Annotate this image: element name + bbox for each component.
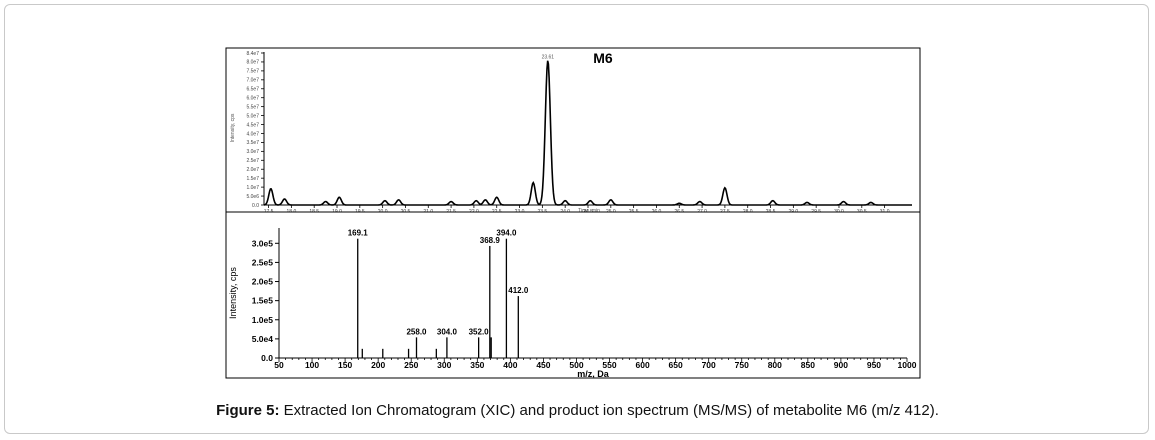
msms-y-tick-label: 5.0e4 <box>252 334 274 344</box>
caption-label: Figure 5: <box>216 402 280 419</box>
xic-y-label: Intensity, cps <box>230 113 236 142</box>
msms-y-ticks: 0.0 5.0e4 1.0e5 1.5e5 2.0e5 2.5e5 3.0e5 <box>252 238 279 363</box>
msms-x-ticks: 50 100 150 200 250 300 350 400 450 500 550 600 650 70… <box>274 358 917 370</box>
msms-bars <box>357 238 519 358</box>
msms-y-tick-label: 2.0e5 <box>252 277 274 287</box>
xic-y-tick-label: 7.5e7 <box>246 69 259 75</box>
msms-x-tick-label: 50 <box>274 360 284 370</box>
xic-y-tick-label: 1.0e7 <box>246 185 259 191</box>
msms-frame <box>225 211 921 379</box>
msms-bar-label: 412.0 <box>508 286 529 295</box>
xic-y-tick-label: 5.0e7 <box>246 113 259 119</box>
msms-x-tick-label: 200 <box>371 360 385 370</box>
msms-x-tick-label: 400 <box>503 360 517 370</box>
msms-y-tick-label: 0.0 <box>261 353 273 363</box>
msms-bar-label: 352.0 <box>469 327 490 336</box>
msms-x-label: m/z, Da <box>577 369 610 379</box>
xic-y-tick-label: 3.5e7 <box>246 140 259 146</box>
figure-svg: 0.0 5.0e6 1.0e7 1.5e7 2.0e7 2.5e7 3.0e7 3.5e7 4.… <box>225 47 921 379</box>
msms-bar-label: 394.0 <box>496 229 517 238</box>
xic-panel: 0.0 5.0e6 1.0e7 1.5e7 2.0e7 2.5e7 3.0e7 3.5e7 4.… <box>225 47 921 215</box>
xic-y-tick-label: 6.0e7 <box>246 96 259 102</box>
xic-y-tick-label: 6.5e7 <box>246 87 259 93</box>
msms-y-tick-label: 2.5e5 <box>252 257 274 267</box>
msms-x-tick-label: 950 <box>867 360 881 370</box>
xic-x-label: Time, min <box>578 208 600 214</box>
msms-x-tick-label: 800 <box>768 360 782 370</box>
msms-x-tick-label: 750 <box>735 360 749 370</box>
xic-title: M6 <box>593 50 613 66</box>
msms-x-tick-label: 300 <box>437 360 451 370</box>
msms-x-tick-label: 550 <box>602 360 616 370</box>
xic-y-tick-label: 1.5e7 <box>246 176 259 182</box>
xic-y-ticks: 0.0 5.0e6 1.0e7 1.5e7 2.0e7 2.5e7 3.0e7 3.5e7 4.… <box>246 51 264 209</box>
msms-x-tick-label: 350 <box>470 360 484 370</box>
msms-x-tick-label: 100 <box>305 360 319 370</box>
xic-y-tick-label: 5.0e6 <box>246 194 259 200</box>
msms-y-tick-label: 1.0e5 <box>252 315 274 325</box>
msms-y-tick-label: 3.0e5 <box>252 238 274 248</box>
xic-y-tick-label: 2.5e7 <box>246 158 259 164</box>
caption-text: Extracted Ion Chromatogram (XIC) and pro… <box>279 402 939 419</box>
xic-trace <box>263 60 912 206</box>
msms-panel: 0.0 5.0e4 1.0e5 1.5e5 2.0e5 2.5e5 3.0e5 50 100 1… <box>225 211 921 379</box>
msms-bar-label: 169.1 <box>348 229 369 238</box>
msms-y-label: Intensity, cps <box>228 267 238 319</box>
xic-y-tick-label: 5.5e7 <box>246 104 259 110</box>
msms-x-tick-label: 600 <box>635 360 649 370</box>
msms-x-tick-label: 450 <box>536 360 550 370</box>
msms-x-tick-label: 650 <box>669 360 683 370</box>
msms-x-tick-label: 500 <box>569 360 583 370</box>
msms-y-tick-label: 1.5e5 <box>252 296 274 306</box>
msms-x-tick-label: 150 <box>338 360 352 370</box>
msms-bar-label: 368.9 <box>480 236 501 245</box>
xic-y-tick-label: 7.0e7 <box>246 78 259 84</box>
xic-y-tick-label: 8.0e7 <box>246 60 259 66</box>
msms-bar-label: 304.0 <box>437 327 458 336</box>
xic-y-tick-label: 4.0e7 <box>246 131 259 137</box>
xic-y-tick-label: 2.0e7 <box>246 167 259 173</box>
xic-y-tick-label: 0.0 <box>252 203 259 209</box>
msms-bar-label: 258.0 <box>406 327 427 336</box>
xic-frame <box>225 47 921 213</box>
msms-x-tick-label: 250 <box>404 360 418 370</box>
xic-y-tick-label: 3.0e7 <box>246 149 259 155</box>
xic-apex-label: 23.61 <box>542 54 555 60</box>
figure-caption: Figure 5: Extracted Ion Chromatogram (XI… <box>0 402 1155 419</box>
xic-y-tick-label: 8.4e7 <box>246 51 259 57</box>
xic-y-tick-label: 4.5e7 <box>246 122 259 128</box>
msms-x-tick-label: 700 <box>702 360 716 370</box>
msms-x-tick-label: 900 <box>834 360 848 370</box>
msms-x-tick-label: 1000 <box>898 360 917 370</box>
msms-x-tick-label: 850 <box>801 360 815 370</box>
